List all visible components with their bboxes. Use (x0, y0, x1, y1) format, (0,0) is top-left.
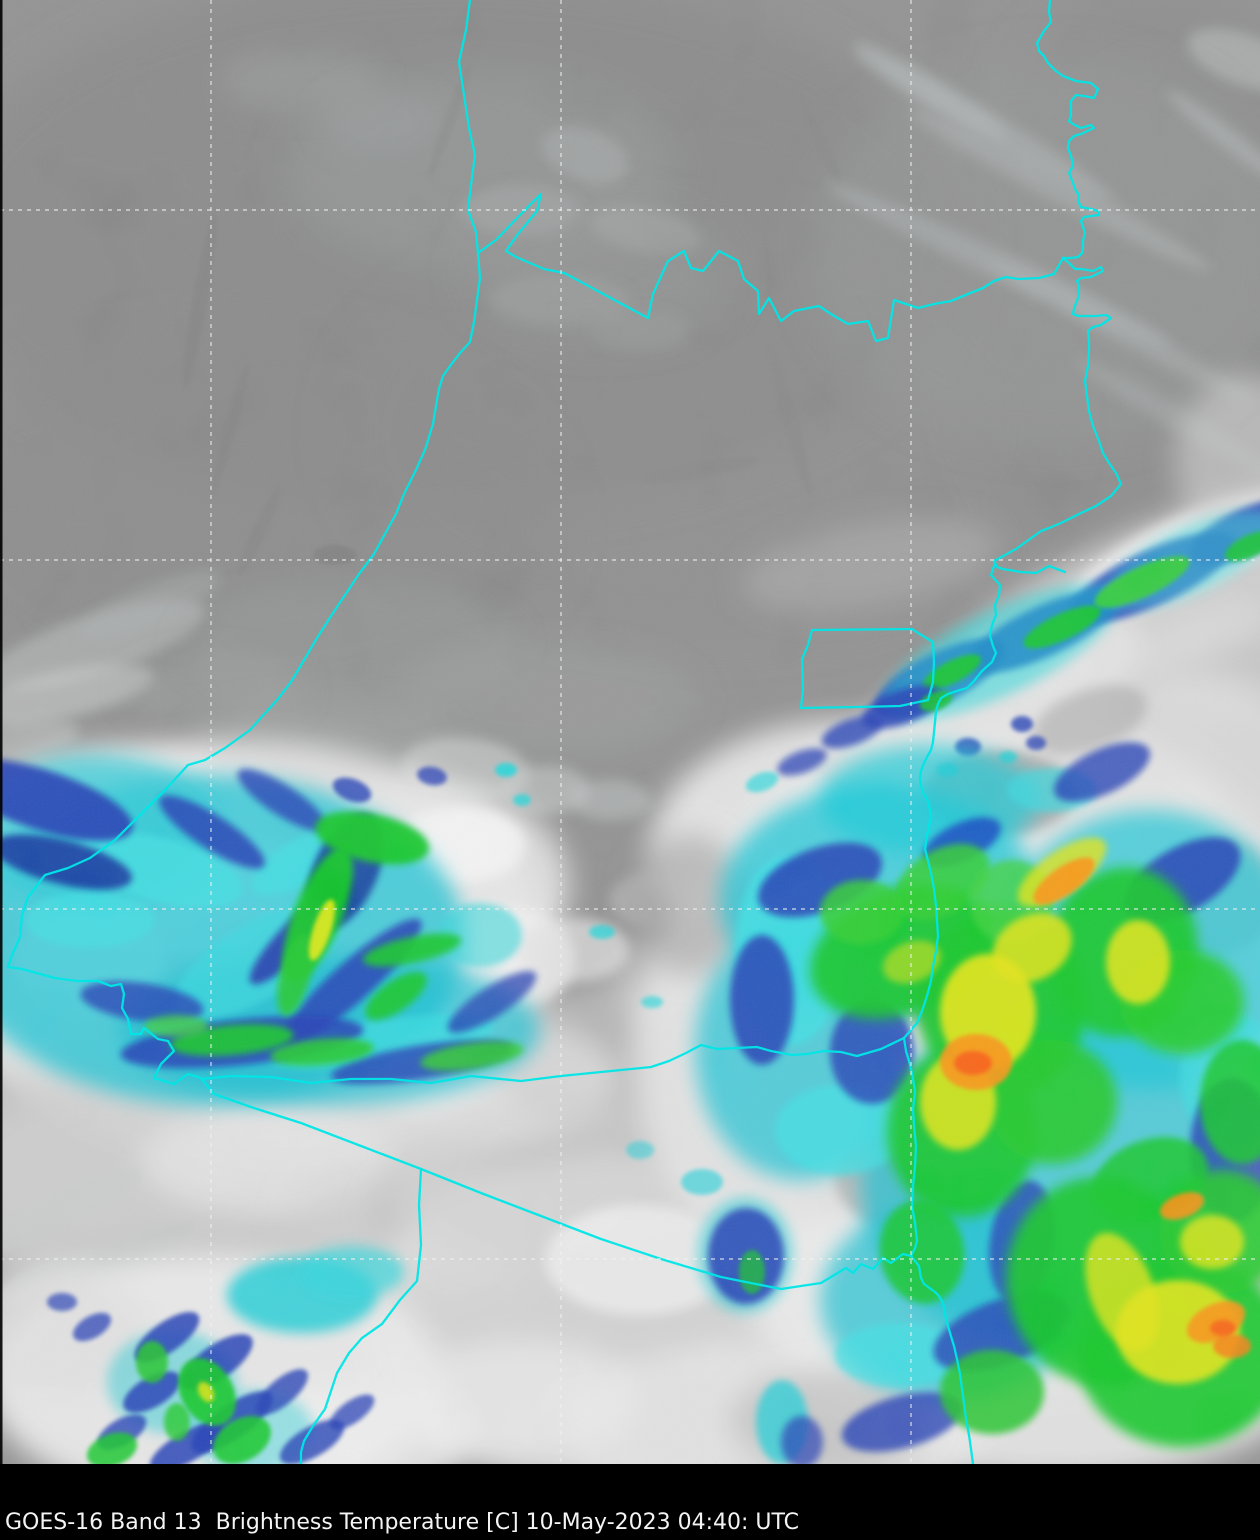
map-boundaries (6, 0, 1123, 1464)
caption-text: GOES-16 Band 13 Brightness Temperature [… (5, 1509, 800, 1535)
satellite-image (0, 0, 1260, 1464)
caption-bar: GOES-16 Band 13 Brightness Temperature [… (0, 1464, 1260, 1540)
texture-grain (0, 0, 1260, 1464)
graticule (0, 0, 1260, 1464)
satellite-imagery (0, 0, 1260, 1464)
sector-left-edge (0, 0, 3, 1464)
